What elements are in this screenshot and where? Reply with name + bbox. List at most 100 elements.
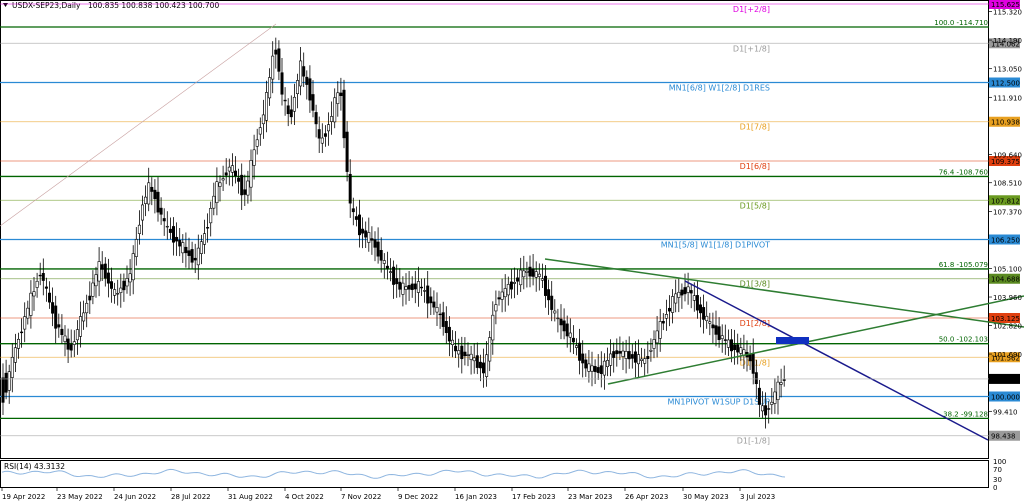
candle[interactable] [54,295,58,344]
candle[interactable] [667,295,671,327]
candle[interactable] [410,276,414,298]
candle[interactable] [221,165,225,191]
candle[interactable] [320,123,324,154]
support-trendline[interactable] [607,295,1024,385]
candle[interactable] [720,324,724,353]
candle[interactable] [733,329,737,365]
candle[interactable] [593,359,597,385]
candle[interactable] [159,197,163,225]
candle[interactable] [618,336,622,361]
candle[interactable] [516,269,520,295]
candle[interactable] [705,301,709,329]
candle[interactable] [419,278,423,296]
candle[interactable] [472,343,476,374]
candle[interactable] [122,273,126,302]
candle[interactable] [150,177,154,206]
candle[interactable] [565,315,569,348]
candle[interactable] [72,330,76,357]
candle[interactable] [432,290,436,315]
candle[interactable] [444,306,448,344]
candle[interactable] [302,52,306,88]
candle[interactable] [636,339,640,377]
candle[interactable] [51,287,55,327]
candle[interactable] [640,347,644,368]
candle[interactable] [602,353,606,390]
candle[interactable] [398,268,402,298]
candle[interactable] [460,336,464,374]
resistance-trendline[interactable] [544,258,1024,328]
candle[interactable] [395,264,399,298]
candle[interactable] [773,378,777,414]
fib-anchor-line[interactable] [0,23,277,227]
candle[interactable] [621,341,625,370]
candle[interactable] [562,308,566,340]
candle[interactable] [224,158,228,185]
candle[interactable] [326,112,330,146]
candle[interactable] [717,317,721,348]
candle[interactable] [85,294,89,328]
candle[interactable] [20,318,24,348]
candle[interactable] [333,88,337,129]
candle[interactable] [760,391,764,418]
candle[interactable] [587,349,591,383]
candle[interactable] [578,328,582,375]
candle[interactable] [255,128,259,155]
candle[interactable] [367,217,371,252]
candle[interactable] [478,354,482,382]
candle[interactable] [463,337,467,366]
candle[interactable] [627,336,631,369]
candle[interactable] [193,243,197,274]
candle[interactable] [782,365,786,387]
candle[interactable] [227,158,231,186]
candle[interactable] [141,195,145,236]
candle[interactable] [599,351,603,388]
candle[interactable] [708,312,712,336]
candle[interactable] [311,80,315,118]
candle[interactable] [184,232,188,268]
candle[interactable] [94,266,98,298]
candle[interactable] [75,320,79,355]
candle[interactable] [113,282,117,304]
candle[interactable] [82,300,86,330]
candle[interactable] [323,125,327,147]
candle[interactable] [289,95,293,125]
candle[interactable] [584,353,588,377]
candle[interactable] [413,271,417,304]
candle[interactable] [609,339,613,377]
candle[interactable] [57,313,61,338]
downtrend-line[interactable] [684,280,989,441]
candle[interactable] [134,227,138,266]
candle[interactable] [754,359,758,399]
candle[interactable] [404,273,408,305]
candle[interactable] [305,70,309,100]
candle[interactable] [364,221,368,248]
target-zone-marker[interactable] [776,337,809,344]
candle[interactable] [125,265,129,294]
candle[interactable] [165,211,169,240]
candle[interactable] [382,253,386,279]
candle[interactable] [252,134,256,180]
candle[interactable] [401,276,405,307]
candle[interactable] [537,263,541,291]
candle[interactable] [110,267,114,303]
candle[interactable] [292,83,296,126]
candle[interactable] [274,37,278,69]
candle[interactable] [79,301,83,348]
candle[interactable] [503,274,507,312]
candle[interactable] [63,325,67,357]
candle[interactable] [249,149,253,202]
candle[interactable] [373,231,377,262]
candle[interactable] [181,234,185,263]
candle[interactable] [175,222,179,256]
candle[interactable] [137,210,141,245]
candle[interactable] [237,168,241,194]
candle[interactable] [550,281,554,322]
candle[interactable] [258,117,262,146]
candle[interactable] [29,280,33,329]
candle[interactable] [370,226,374,255]
candle[interactable] [543,265,547,308]
candle[interactable] [447,316,451,357]
candle[interactable] [571,325,575,354]
candle[interactable] [671,289,675,324]
